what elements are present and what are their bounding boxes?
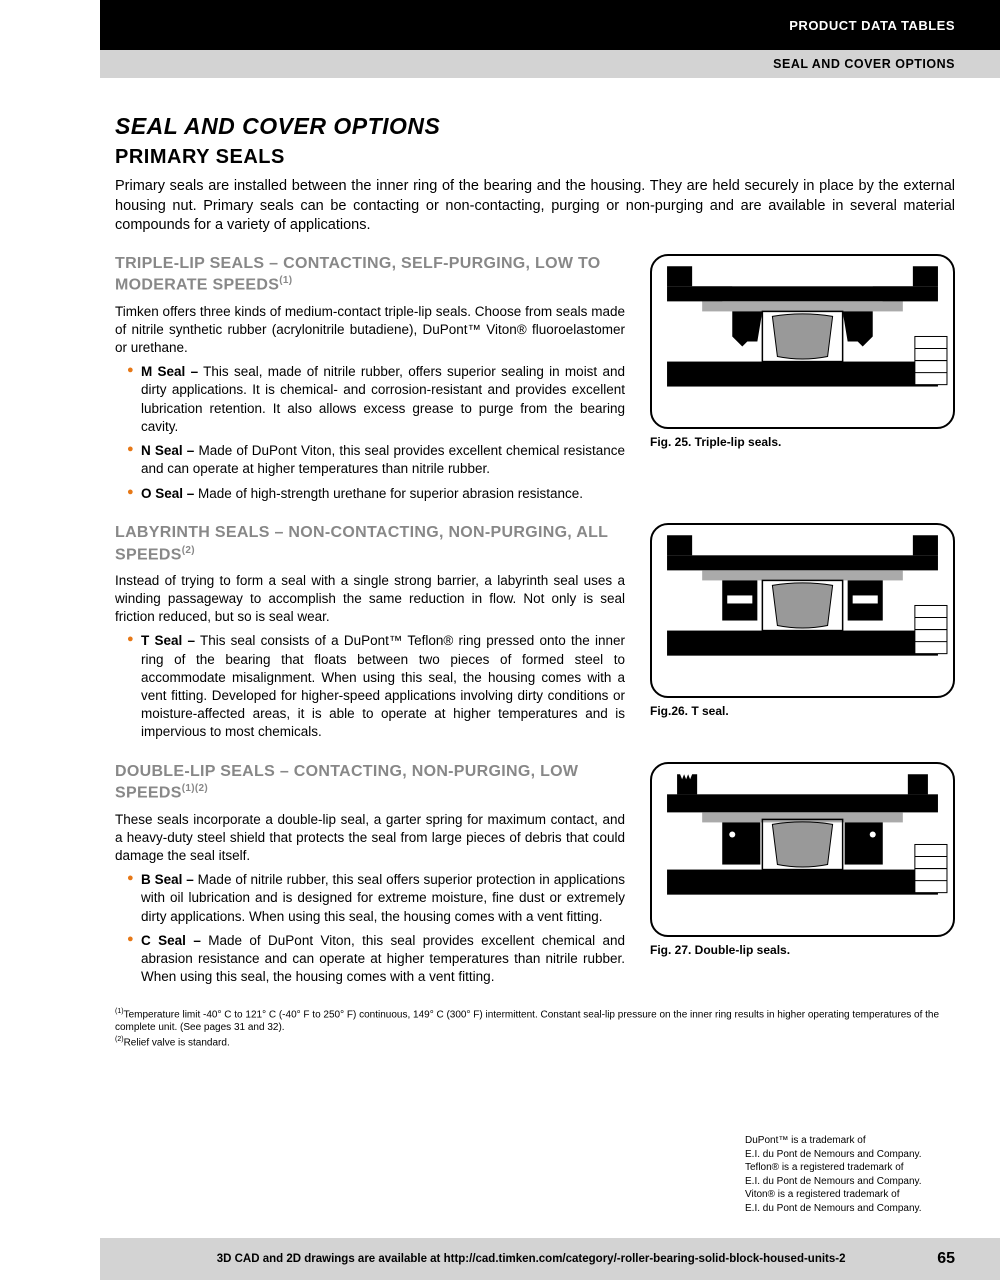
page-content: SEAL AND COVER OPTIONS PRIMARY SEALS Pri…	[0, 78, 1000, 1050]
list-item: O Seal – Made of high-strength urethane …	[127, 485, 625, 503]
caption-triple-lip: Fig. 25. Triple-lip seals.	[650, 435, 955, 449]
list-item: B Seal – Made of nitrile rubber, this se…	[127, 871, 625, 926]
page-number: 65	[937, 1250, 955, 1268]
trademark-notice: DuPont™ is a trademark of E.I. du Pont d…	[745, 1134, 955, 1215]
sub-header-bar: SEAL AND COVER OPTIONS	[100, 50, 1000, 78]
title-main: SEAL AND COVER OPTIONS	[115, 113, 955, 140]
para-triple-lip: Timken offers three kinds of medium-cont…	[115, 303, 625, 358]
section-double-lip: DOUBLE-LIP SEALS – CONTACTING, NON-PURGI…	[115, 762, 955, 993]
figure-labyrinth	[650, 523, 955, 698]
figure-triple-lip	[650, 254, 955, 429]
header-bar: PRODUCT DATA TABLES	[100, 0, 1000, 50]
intro-paragraph: Primary seals are installed between the …	[115, 177, 955, 236]
caption-labyrinth: Fig.26. T seal.	[650, 704, 955, 718]
heading-double-lip: DOUBLE-LIP SEALS – CONTACTING, NON-PURGI…	[115, 762, 625, 805]
heading-triple-lip: TRIPLE-LIP SEALS – CONTACTING, SELF-PURG…	[115, 254, 625, 297]
figure-double-lip	[650, 762, 955, 937]
caption-double-lip: Fig. 27. Double-lip seals.	[650, 943, 955, 957]
footer-bar: 3D CAD and 2D drawings are available at …	[100, 1238, 1000, 1280]
header-title: PRODUCT DATA TABLES	[789, 18, 955, 33]
list-item: N Seal – Made of DuPont Viton, this seal…	[127, 442, 625, 478]
list-triple-lip: M Seal – This seal, made of nitrile rubb…	[115, 363, 625, 503]
list-item: C Seal – Made of DuPont Viton, this seal…	[127, 932, 625, 987]
section-triple-lip: TRIPLE-LIP SEALS – CONTACTING, SELF-PURG…	[115, 254, 955, 509]
section-labyrinth: LABYRINTH SEALS – NON-CONTACTING, NON-PU…	[115, 523, 955, 748]
footnotes: (1)Temperature limit -40° C to 121° C (-…	[115, 1007, 955, 1050]
list-labyrinth: T Seal – This seal consists of a DuPont™…	[115, 632, 625, 741]
title-sub: PRIMARY SEALS	[115, 146, 955, 169]
list-double-lip: B Seal – Made of nitrile rubber, this se…	[115, 871, 625, 986]
para-double-lip: These seals incorporate a double-lip sea…	[115, 811, 625, 866]
sub-header-title: SEAL AND COVER OPTIONS	[773, 57, 955, 71]
heading-labyrinth: LABYRINTH SEALS – NON-CONTACTING, NON-PU…	[115, 523, 625, 566]
list-item: T Seal – This seal consists of a DuPont™…	[127, 632, 625, 741]
list-item: M Seal – This seal, made of nitrile rubb…	[127, 363, 625, 436]
footer-text: 3D CAD and 2D drawings are available at …	[145, 1253, 917, 1265]
para-labyrinth: Instead of trying to form a seal with a …	[115, 572, 625, 627]
